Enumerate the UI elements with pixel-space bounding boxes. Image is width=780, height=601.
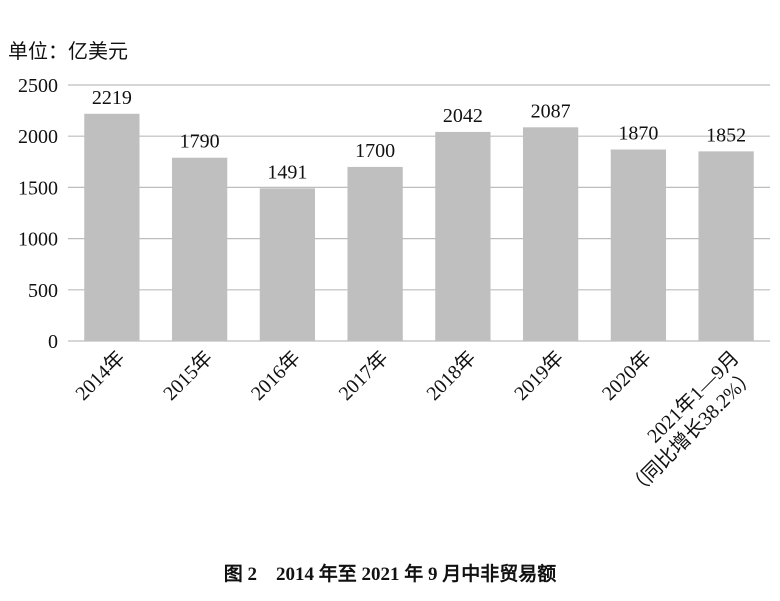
bar: [435, 131, 491, 341]
value-label: 2087: [531, 100, 571, 122]
x-tick-label-group: 2015年: [158, 346, 217, 405]
unit-label: 单位：亿美元: [8, 40, 128, 63]
y-tick-label: 2500: [18, 75, 58, 97]
bar: [698, 151, 754, 341]
x-tick-label: 2020年: [597, 346, 656, 405]
x-tick-label: 2016年: [246, 346, 305, 405]
value-label: 1700: [355, 140, 395, 162]
x-tick-label-group: 2018年: [422, 346, 481, 405]
value-label: 1790: [180, 131, 220, 153]
x-tick-label-group: 2017年: [334, 346, 393, 405]
value-label: 1870: [618, 123, 658, 145]
x-tick-label: 2015年: [158, 346, 217, 405]
x-tick-label: 2017年: [334, 346, 393, 405]
bar: [84, 113, 140, 341]
x-tick-label-group: 2016年: [246, 346, 305, 405]
x-tick-label: 2014年: [71, 346, 130, 405]
bar: [259, 188, 316, 341]
y-tick-label: 2000: [18, 126, 58, 148]
value-label: 1852: [706, 124, 746, 146]
caption: 图 2 2014 年至 2021 年 9 月中非贸易额: [224, 562, 557, 585]
y-tick-label: 1500: [18, 177, 58, 199]
x-tick-label-group: 2020年: [597, 346, 656, 405]
value-label: 2042: [443, 105, 483, 127]
bar: [522, 127, 579, 341]
y-tick-label: 0: [48, 331, 58, 353]
bar: [347, 166, 403, 341]
x-tick-label-group: 2014年: [71, 346, 130, 405]
value-label: 2219: [92, 87, 132, 109]
value-label: 1491: [267, 161, 307, 183]
bar: [171, 157, 228, 341]
x-tick-label: 2018年: [422, 346, 481, 405]
bar: [610, 149, 667, 341]
y-tick-label: 1000: [18, 229, 58, 251]
x-tick-label-group: 2019年: [509, 346, 568, 405]
y-tick-label: 500: [28, 280, 58, 302]
x-tick-label: 2019年: [509, 346, 568, 405]
